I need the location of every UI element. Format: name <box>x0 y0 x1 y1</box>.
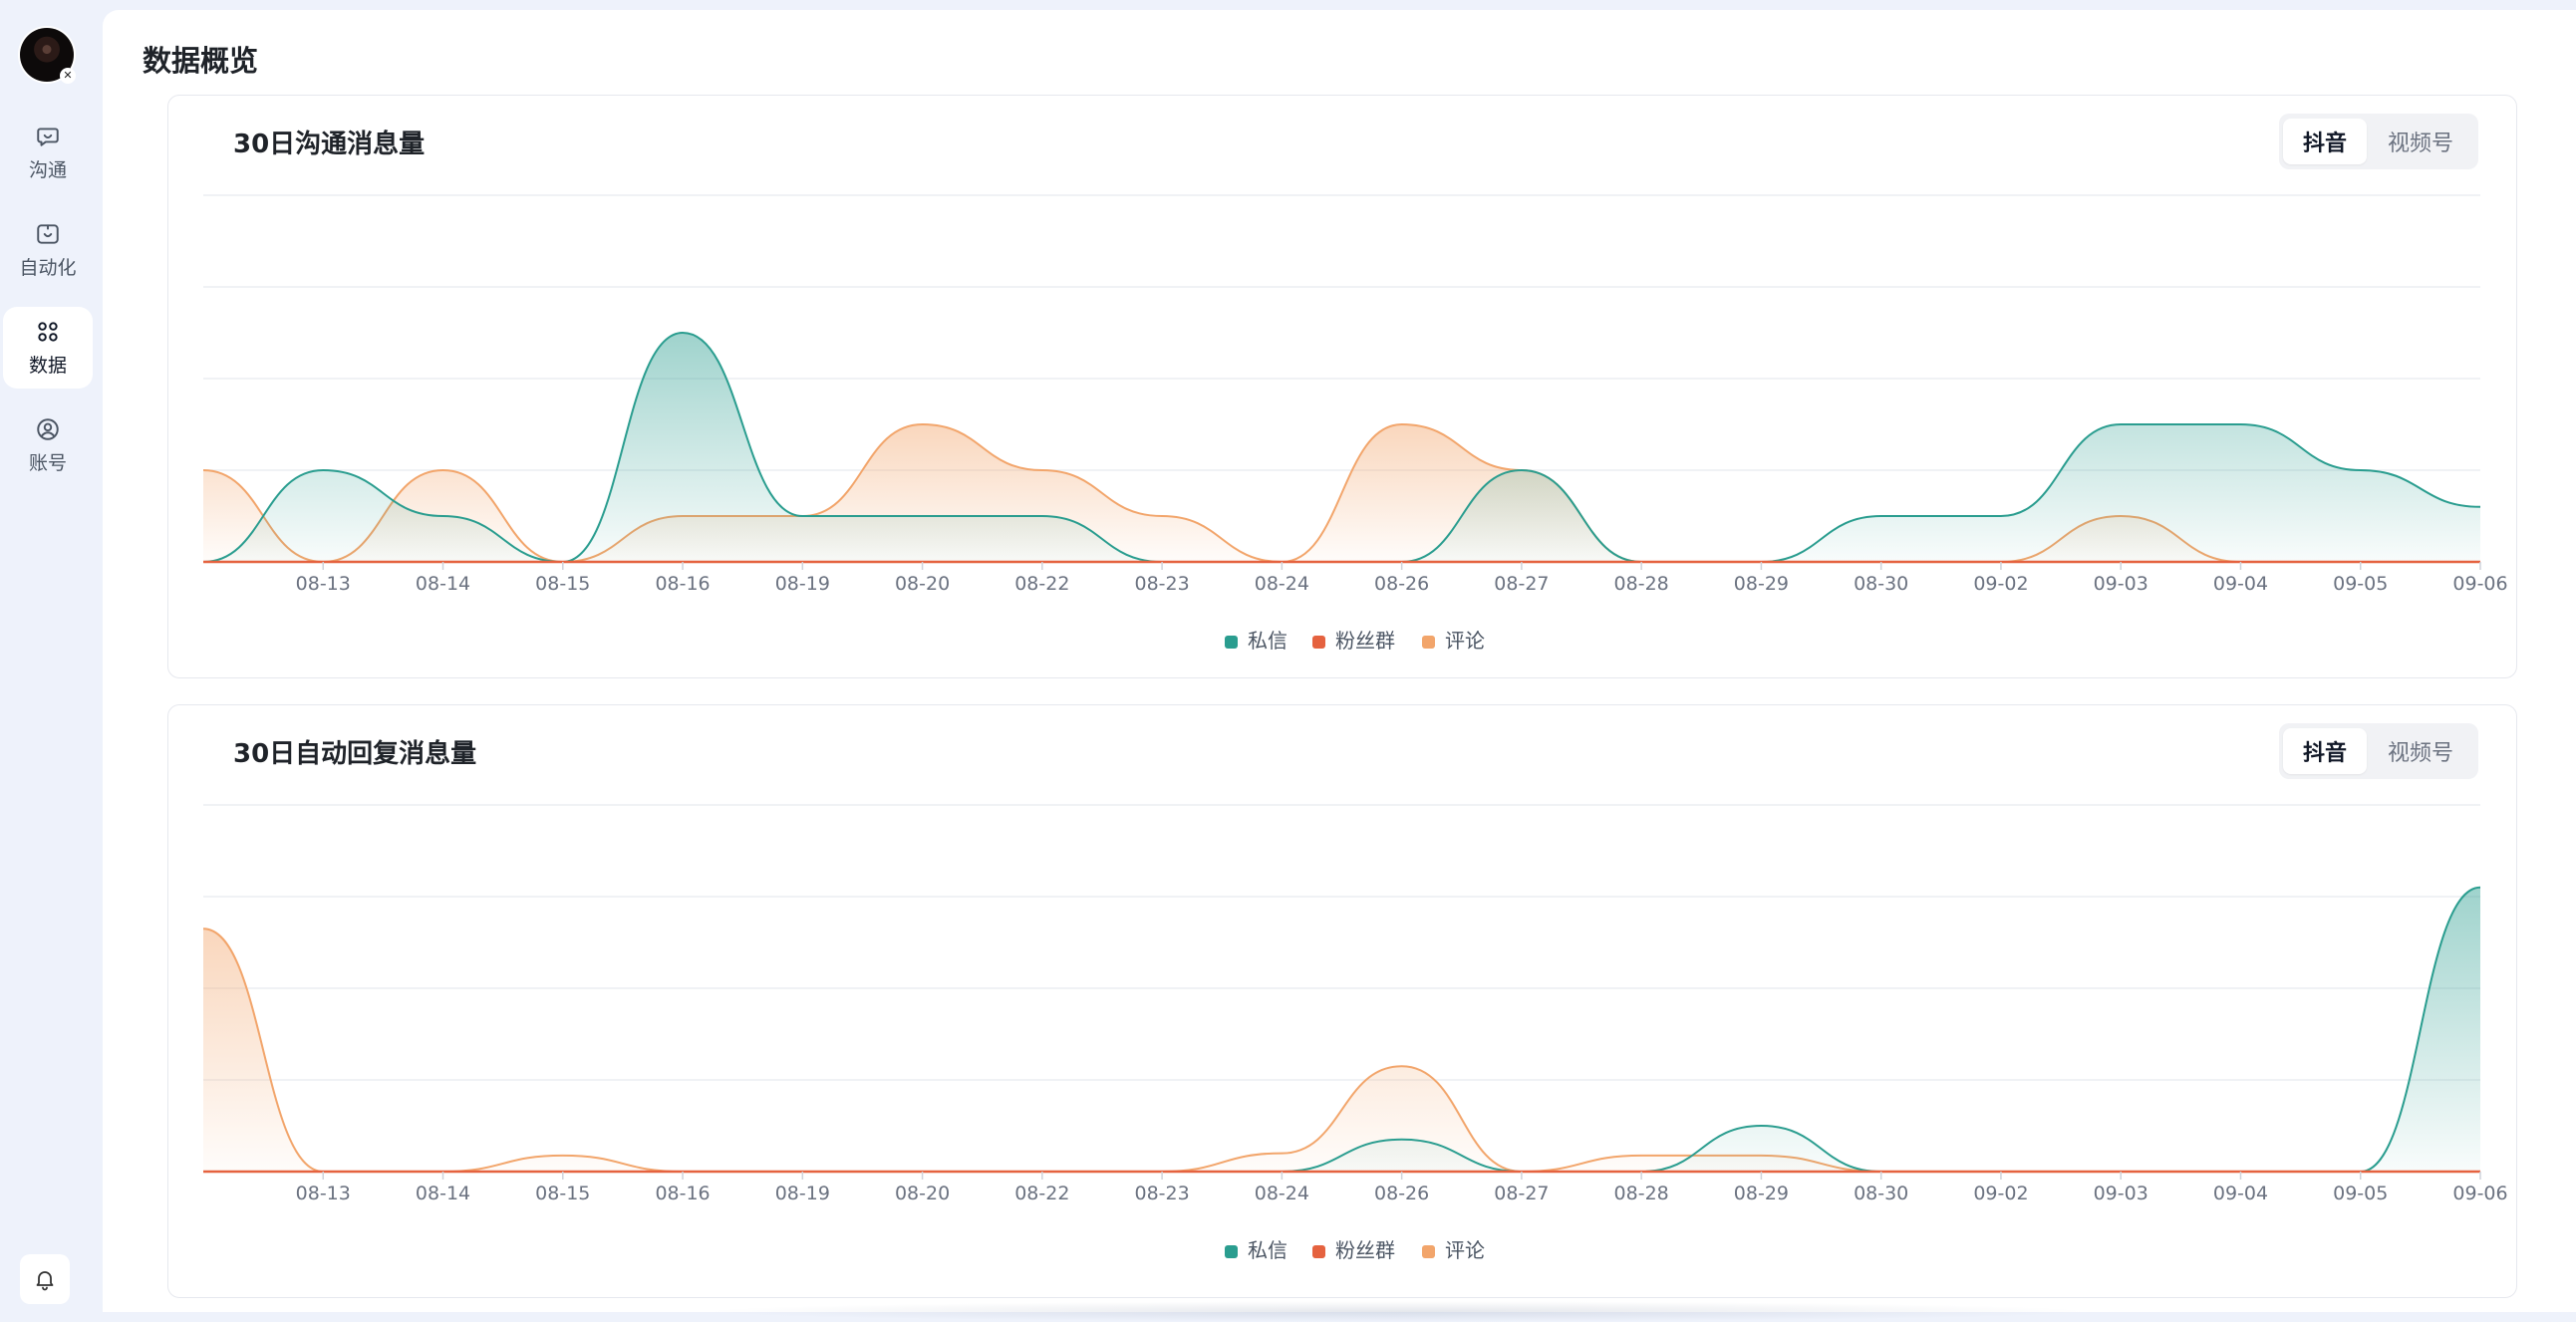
x-tick-label: 08-23 <box>1134 573 1189 595</box>
legend-swatch <box>1312 1245 1325 1258</box>
chat-icon <box>37 127 59 146</box>
x-tick-label: 08-14 <box>416 573 470 595</box>
tab-shipinhao[interactable]: 视频号 <box>2387 132 2453 156</box>
x-tick-label: 08-16 <box>655 1183 710 1204</box>
sidebar-item-chat[interactable]: 沟通 <box>3 112 93 193</box>
legend-label[interactable]: 粉丝群 <box>1335 1238 1395 1262</box>
x-tick-label: 09-05 <box>2333 1183 2388 1204</box>
tab-shipinhao[interactable]: 视频号 <box>2387 741 2453 766</box>
x-tick-label: 08-24 <box>1255 573 1309 595</box>
x-tick-label: 09-03 <box>2094 573 2148 595</box>
x-tick-label: 08-20 <box>895 573 950 595</box>
x-tick-label: 08-30 <box>1854 573 1908 595</box>
sidebar-item-label: 自动化 <box>19 256 77 279</box>
legend-swatch <box>1422 636 1435 649</box>
bell-icon <box>36 1271 54 1291</box>
main-panel: 数据概览 30日沟通消息量 抖音 视频号 08-13 08-14 08-15 08-1… <box>103 10 2576 1322</box>
x-tick-label: 08-27 <box>1494 1183 1549 1204</box>
platform-switch: 抖音 视频号 <box>2279 114 2478 169</box>
x-tick-label: 08-15 <box>535 573 590 595</box>
x-tick-label: 08-29 <box>1734 1183 1789 1204</box>
legend-label[interactable]: 粉丝群 <box>1335 629 1395 653</box>
sidebar-item-label: 数据 <box>28 354 67 377</box>
x-tick-label: 08-26 <box>1374 1183 1429 1204</box>
platform-switch: 抖音 视频号 <box>2279 723 2478 779</box>
x-tick-label: 08-27 <box>1494 573 1549 595</box>
x-tick-label: 08-22 <box>1014 573 1069 595</box>
tab-douyin[interactable]: 抖音 <box>2283 119 2367 164</box>
x-tick-label: 09-02 <box>1973 1183 2028 1204</box>
tab-douyin[interactable]: 抖音 <box>2283 728 2367 774</box>
x-tick-label: 09-02 <box>1973 573 2028 595</box>
x-tick-label: 08-24 <box>1255 1183 1309 1204</box>
x-tick-label: 09-06 <box>2452 1183 2507 1204</box>
sidebar-item-label: 沟通 <box>28 158 67 181</box>
legend-swatch <box>1225 1245 1238 1258</box>
account-icon <box>37 417 59 440</box>
sidebar: ✕ 沟通 自动化 数据 账号 <box>0 0 100 1312</box>
x-tick-label: 08-16 <box>655 573 710 595</box>
x-tick-label: 08-15 <box>535 1183 590 1204</box>
x-tick-label: 08-14 <box>416 1183 470 1204</box>
x-tick-label: 08-19 <box>775 1183 830 1204</box>
user-avatar[interactable]: ✕ <box>20 28 76 84</box>
auto-reply-chart: 08-13 08-14 08-15 08-16 08-19 08-20 08-22 08-23… <box>202 804 2508 1262</box>
legend-swatch <box>1422 1245 1435 1258</box>
notification-button[interactable] <box>20 1254 70 1304</box>
legend-label[interactable]: 评论 <box>1445 1238 1485 1262</box>
series-area-2 <box>203 928 2480 1172</box>
x-tick-label: 09-04 <box>2213 573 2268 595</box>
legend-label[interactable]: 私信 <box>1248 629 1288 653</box>
communication-chart: 08-13 08-14 08-15 08-16 08-19 08-20 08-22 08-23… <box>202 194 2508 653</box>
chart-card-communication: 30日沟通消息量 抖音 视频号 08-13 08-14 08-15 08-16 08-1… <box>167 95 2517 678</box>
legend-swatch <box>1312 636 1325 649</box>
x-tick-label: 08-26 <box>1374 573 1429 595</box>
sidebar-item-account[interactable]: 账号 <box>3 404 93 486</box>
x-tick-label: 09-06 <box>2452 573 2507 595</box>
page-title: 数据概览 <box>143 44 259 78</box>
x-tick-label: 08-19 <box>775 573 830 595</box>
data-grid-icon <box>38 321 58 342</box>
chart-title: 30日沟通消息量 <box>233 130 426 159</box>
x-tick-label: 08-29 <box>1734 573 1789 595</box>
x-tick-label: 09-05 <box>2333 573 2388 595</box>
chart-title: 30日自动回复消息量 <box>233 739 477 769</box>
legend-swatch <box>1225 636 1238 649</box>
x-tick-label: 08-23 <box>1134 1183 1189 1204</box>
x-tick-label: 08-28 <box>1614 1183 1669 1204</box>
x-tick-label: 08-13 <box>296 1183 351 1204</box>
x-tick-label: 08-13 <box>296 573 351 595</box>
series-area-0 <box>203 333 2480 562</box>
sidebar-item-automation[interactable]: 自动化 <box>3 209 93 291</box>
chart-card-auto-reply: 30日自动回复消息量 抖音 视频号 08-13 08-14 08-15 08-16 08… <box>167 704 2517 1298</box>
sidebar-item-label: 账号 <box>28 451 67 474</box>
sidebar-item-data[interactable]: 数据 <box>3 307 93 389</box>
x-tick-label: 08-20 <box>895 1183 950 1204</box>
x-tick-label: 08-30 <box>1854 1183 1908 1204</box>
legend-label[interactable]: 私信 <box>1248 1238 1288 1262</box>
x-tick-label: 09-04 <box>2213 1183 2268 1204</box>
x-tick-label: 08-22 <box>1014 1183 1069 1204</box>
legend-label[interactable]: 评论 <box>1445 629 1485 653</box>
automation-icon <box>37 223 59 244</box>
x-tick-label: 09-03 <box>2094 1183 2148 1204</box>
x-tick-label: 08-28 <box>1614 573 1669 595</box>
close-badge-icon: ✕ <box>60 68 76 84</box>
